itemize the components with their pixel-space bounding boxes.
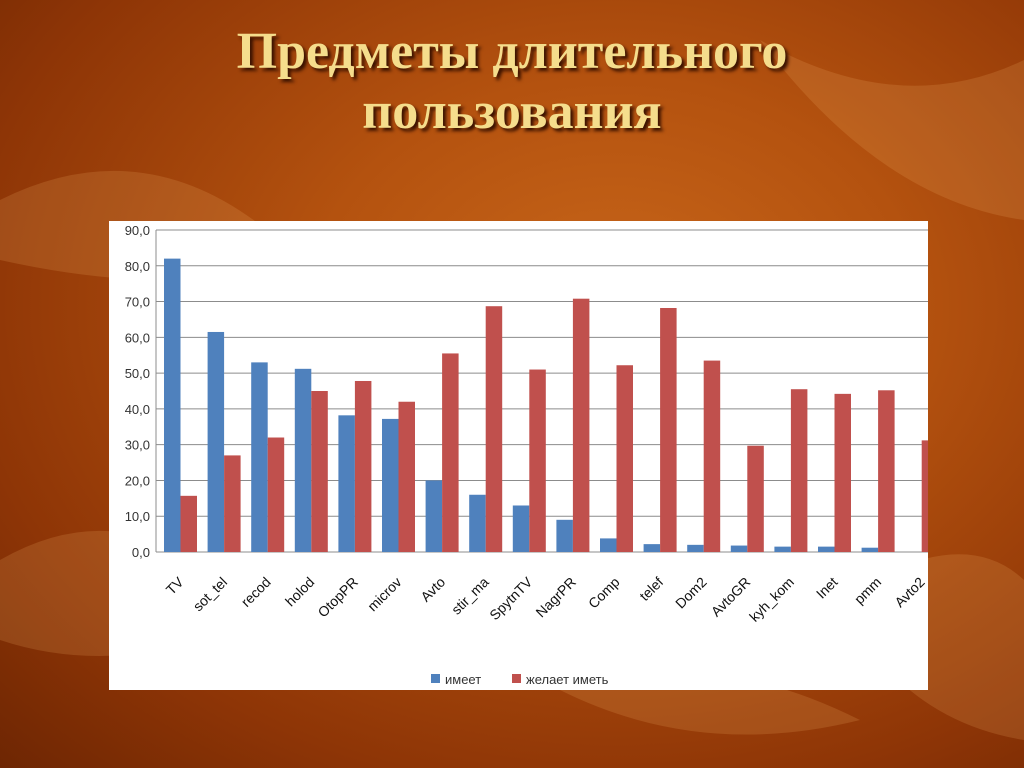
slide-title-line2: пользования (362, 83, 662, 140)
bar-zhelaet (878, 390, 895, 552)
x-tick-label: OtopPR (314, 574, 361, 621)
bar-imeet (861, 547, 879, 552)
x-tick-label: NagrPR (532, 574, 579, 621)
bar-imeet (687, 544, 704, 552)
x-tick-label: Inet (813, 574, 841, 602)
bar-zhelaet (834, 393, 851, 552)
bar-zhelaet (398, 401, 415, 552)
bar-imeet (469, 494, 486, 552)
bar-imeet (164, 258, 181, 552)
bar-imeet (382, 418, 399, 552)
bar-zhelaet (660, 307, 677, 552)
bar-imeet (294, 368, 312, 552)
bar-imeet (730, 545, 748, 552)
x-tick-label: SpytnTV (486, 573, 536, 623)
bar-zhelaet (921, 440, 928, 552)
legend-label-imeet: имеет (445, 672, 481, 687)
bar-zhelaet (224, 455, 241, 552)
bar-zhelaet (703, 360, 721, 552)
legend-label-zhelaet: желает иметь (526, 672, 609, 687)
x-tick-label: recod (238, 574, 274, 610)
y-tick-label: 10,0 (125, 509, 150, 524)
x-tick-label: holod (282, 574, 318, 610)
bar-zhelaet (790, 389, 808, 552)
bar-imeet (556, 519, 573, 552)
bar-imeet (818, 546, 835, 552)
y-tick-label: 0,0 (132, 545, 150, 560)
x-tick-label: TV (163, 573, 187, 597)
y-tick-label: 20,0 (125, 473, 150, 488)
slide-title: Предметы длительного пользования (112, 22, 912, 142)
bar-zhelaet (485, 306, 503, 552)
bar-imeet (774, 546, 791, 552)
y-tick-label: 40,0 (125, 402, 150, 417)
x-tick-label: microv (364, 574, 404, 614)
slide-title-line1: Предметы длительного (236, 23, 788, 80)
y-tick-label: 30,0 (125, 438, 150, 453)
x-tick-label: sot_tel (190, 574, 230, 614)
x-tick-label: Avto2 (891, 574, 928, 611)
legend-swatch-zhelaet (512, 674, 521, 683)
bar-imeet (643, 544, 661, 552)
bar-chart: 0,0 10,0 20,0 30,0 40,0 50,0 60,0 70,0 80,0 90,0 T… (125, 223, 928, 687)
bar-zhelaet (180, 495, 197, 552)
bar-imeet (251, 362, 268, 552)
x-tick-label: Dom2 (672, 574, 710, 612)
bar-zhelaet (529, 369, 546, 552)
bar-imeet (425, 480, 443, 552)
y-tick-label: 60,0 (125, 330, 150, 345)
bar-zhelaet (616, 365, 633, 552)
bar-imeet (600, 538, 617, 552)
bar-zhelaet (747, 445, 764, 552)
bar-imeet (338, 415, 355, 552)
x-tick-label: pmm (851, 574, 884, 607)
y-tick-label: 80,0 (125, 259, 150, 274)
y-tick-label: 90,0 (125, 223, 150, 238)
y-tick-label: 70,0 (125, 295, 150, 310)
bar-zhelaet (572, 298, 590, 552)
bar-zhelaet (354, 380, 372, 552)
y-tick-label: 50,0 (125, 366, 150, 381)
x-tick-label: Avto (417, 574, 448, 605)
bar-imeet (512, 505, 530, 552)
x-tick-label: Comp (585, 574, 623, 612)
bar-zhelaet (442, 353, 459, 552)
x-tick-label: stir_ma (448, 574, 492, 618)
bar-zhelaet (311, 391, 328, 552)
bar-zhelaet (267, 437, 285, 552)
x-tick-label: telef (636, 574, 666, 604)
legend-swatch-imeet (431, 674, 440, 683)
bar-imeet (207, 331, 225, 552)
chart-panel: 0,0 10,0 20,0 30,0 40,0 50,0 60,0 70,0 80,0 90,0 T… (109, 221, 928, 690)
x-tick-label: kyh_kom (746, 574, 797, 625)
